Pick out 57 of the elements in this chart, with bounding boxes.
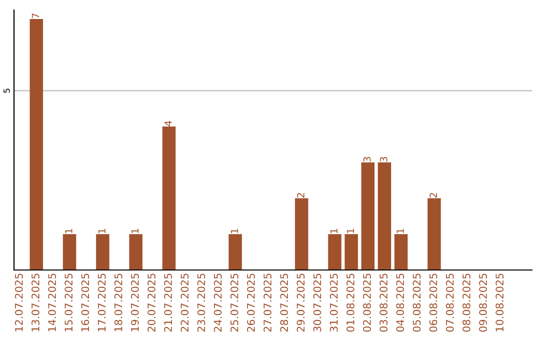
data-label: 1 [346, 228, 354, 234]
x-tick-label: 22.07.2025 [180, 274, 189, 332]
x-tick-label: 14.07.2025 [48, 274, 56, 332]
x-tick-label: 30.07.2025 [313, 274, 322, 332]
data-label: 1 [98, 228, 106, 234]
data-label: 1 [65, 228, 72, 234]
bar [62, 234, 76, 270]
x-tick-label: 17.07.2025 [98, 274, 106, 332]
x-tick-label: 28.07.2025 [280, 274, 288, 332]
data-label: 2 [297, 193, 304, 198]
bar [129, 234, 142, 270]
x-tick-label: 07.08.2025 [446, 274, 454, 332]
data-label: 2 [430, 193, 437, 198]
x-tick-label: 29.07.2025 [296, 274, 305, 332]
x-tick-label: 08.08.2025 [462, 274, 470, 332]
ref-line-label: 5 [4, 88, 10, 93]
x-tick-label: 27.07.2025 [264, 274, 272, 332]
x-tick-label: 31.07.2025 [330, 274, 338, 332]
bar [428, 198, 441, 270]
bar [344, 234, 358, 270]
x-tick-label: 23.07.2025 [197, 274, 206, 332]
data-label: 1 [330, 228, 338, 234]
data-label: 3 [363, 157, 371, 162]
bar [361, 162, 375, 270]
bar [378, 162, 392, 270]
x-tick-label: 10.08.2025 [496, 274, 504, 332]
x-tick-label: 18.07.2025 [114, 274, 122, 332]
bar [96, 234, 110, 270]
bar [294, 198, 308, 270]
x-tick-label: 01.08.2025 [346, 274, 354, 332]
x-tick-label: 05.08.2025 [412, 274, 421, 332]
data-label: 1 [131, 228, 139, 234]
data-label: 1 [230, 228, 238, 234]
x-tick-label: 06.08.2025 [429, 274, 438, 332]
x-tick-label: 25.07.2025 [230, 274, 238, 332]
x-tick-label: 13.07.2025 [32, 274, 40, 332]
bar [394, 234, 408, 270]
bar [228, 234, 242, 270]
x-tick-label: 09.08.2025 [479, 274, 487, 332]
x-tick-label: 15.07.2025 [64, 274, 73, 332]
x-tick-label: 24.07.2025 [214, 274, 222, 332]
data-label: 7 [32, 14, 40, 18]
x-tick-label: 19.07.2025 [130, 274, 139, 332]
bar [162, 126, 176, 270]
x-tick-label: 26.07.2025 [247, 274, 255, 332]
x-tick-label: 16.07.2025 [81, 274, 90, 332]
x-tick-label: 02.08.2025 [363, 274, 371, 332]
x-tick-label: 21.07.2025 [164, 274, 172, 332]
bar [328, 234, 342, 270]
x-tick-label: 12.07.2025 [14, 274, 23, 332]
data-label: 3 [380, 157, 388, 162]
x-tick-label: 04.08.2025 [396, 274, 404, 332]
data-label: 4 [164, 120, 172, 126]
data-label: 1 [396, 228, 404, 234]
bar [30, 18, 44, 270]
x-tick-label: 03.08.2025 [380, 274, 388, 332]
x-tick-label: 20.07.2025 [148, 274, 156, 332]
